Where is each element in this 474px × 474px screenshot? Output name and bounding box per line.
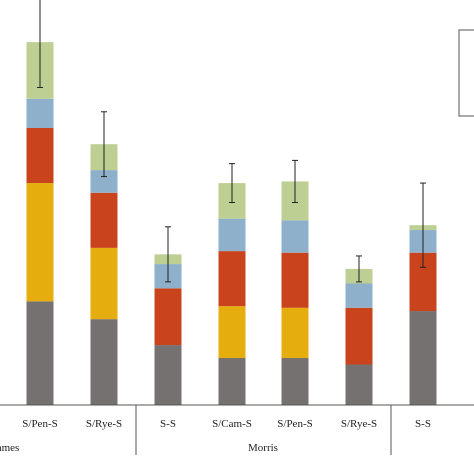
bar-segment — [90, 170, 118, 193]
x-tick-label: S-S — [415, 418, 431, 430]
bar-segment — [409, 311, 437, 405]
bar-segment — [90, 192, 118, 248]
bar-segment — [281, 307, 309, 359]
bar-segment — [345, 364, 373, 405]
bar-segment — [218, 218, 246, 252]
error-bars-layer — [37, 0, 426, 283]
bar-segment — [218, 251, 246, 307]
x-tick-label: S/Rye-S — [341, 418, 377, 430]
bar-segment — [218, 358, 246, 405]
labels-layer: S/Pen-S S/Rye-S S-S S/Cam-S S/Pen-S S/Rye-S S-… — [0, 418, 431, 454]
axes-layer — [0, 404, 474, 455]
bar-segment — [26, 127, 54, 184]
group-label: ames — [0, 442, 19, 454]
legend-box — [458, 29, 474, 117]
x-tick-label: S/Pen-S — [277, 418, 312, 430]
bar-segment — [26, 98, 54, 128]
bar-segment — [154, 345, 182, 405]
x-tick-label: S/Rye-S — [86, 418, 122, 430]
bar-segment — [218, 306, 246, 359]
bar-segment — [26, 183, 54, 302]
bar-segment — [281, 252, 309, 308]
bar-segment — [345, 283, 373, 308]
bar-segment — [345, 307, 373, 365]
bar-segment — [90, 319, 118, 405]
x-tick-label: S/Pen-S — [22, 418, 57, 430]
x-tick-label: S/Cam-S — [212, 418, 252, 430]
x-tick-label: S-S — [160, 418, 176, 430]
bar-segment — [154, 288, 182, 346]
bar-segment — [281, 358, 309, 405]
group-label: Morris — [248, 442, 278, 454]
bar-segment — [90, 247, 118, 320]
bar-segment — [26, 301, 54, 405]
bars-layer — [26, 42, 437, 405]
bar-segment — [281, 220, 309, 253]
